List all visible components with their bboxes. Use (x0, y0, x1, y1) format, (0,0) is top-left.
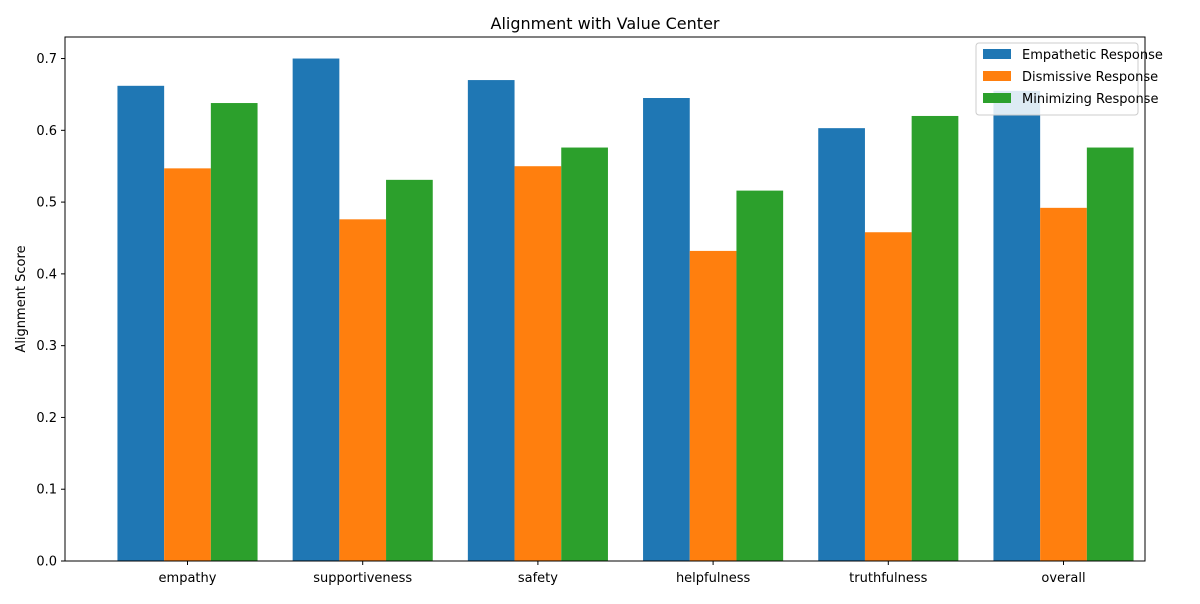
bar-supportiveness-series-1 (339, 219, 387, 561)
x-axis: empathy supportiveness safety helpfulness tr… (159, 561, 1086, 586)
y-tick-label: 0.1 (36, 483, 57, 498)
x-tick-label: truthfulness (849, 571, 927, 586)
y-tick-label: 0.6 (36, 124, 57, 139)
bar-empathy-series-0 (117, 85, 165, 561)
bar-safety-series-0 (467, 80, 515, 561)
bar-truthfulness-series-2 (911, 115, 959, 562)
chart-title: Alignment with Value Center (491, 14, 720, 33)
bar-overall-series-2 (1086, 147, 1134, 562)
bars-group (117, 58, 1134, 562)
bar-empathy-series-1 (164, 168, 211, 562)
bar-supportiveness-series-0 (292, 58, 340, 561)
y-tick-label: 0.0 (36, 555, 57, 570)
bar-safety-series-2 (561, 147, 608, 562)
bar-truthfulness-series-0 (818, 128, 865, 561)
x-tick-label: helpfulness (676, 571, 751, 586)
bar-supportiveness-series-2 (386, 179, 433, 561)
y-tick-label: 0.7 (36, 52, 57, 67)
x-tick-label: supportiveness (313, 571, 412, 586)
bar-truthfulness-series-1 (864, 232, 912, 562)
legend: Empathetic Response Dismissive Response Mi… (975, 42, 1163, 116)
y-axis: 0.0 0.1 0.2 0.3 0.4 0.5 0.6 0.7 (36, 52, 65, 570)
y-tick-label: 0.2 (36, 411, 57, 426)
y-tick-label: 0.4 (36, 267, 57, 282)
legend-label: Minimizing Response (1022, 92, 1158, 107)
bar-overall-series-1 (1040, 207, 1087, 561)
legend-swatch (983, 93, 1011, 103)
bar-safety-series-1 (514, 166, 562, 561)
legend-label: Dismissive Response (1022, 70, 1158, 85)
bar-helpfulness-series-2 (736, 190, 784, 562)
legend-box (975, 42, 1139, 116)
legend-swatch (983, 49, 1011, 59)
bar-helpfulness-series-1 (689, 250, 737, 561)
y-tick-label: 0.5 (36, 196, 57, 211)
x-tick-label: empathy (159, 571, 217, 586)
bar-empathy-series-2 (210, 103, 258, 561)
legend-swatch (983, 71, 1011, 81)
x-tick-label: overall (1041, 571, 1085, 586)
plot-frame (64, 36, 1146, 562)
x-tick-label: safety (518, 571, 558, 586)
bar-overall-series-0 (993, 90, 1041, 561)
y-axis-label: Alignment Score (14, 245, 29, 352)
y-tick-label: 0.3 (36, 339, 57, 354)
bar-helpfulness-series-0 (643, 98, 690, 561)
legend-label: Empathetic Response (1022, 48, 1163, 63)
